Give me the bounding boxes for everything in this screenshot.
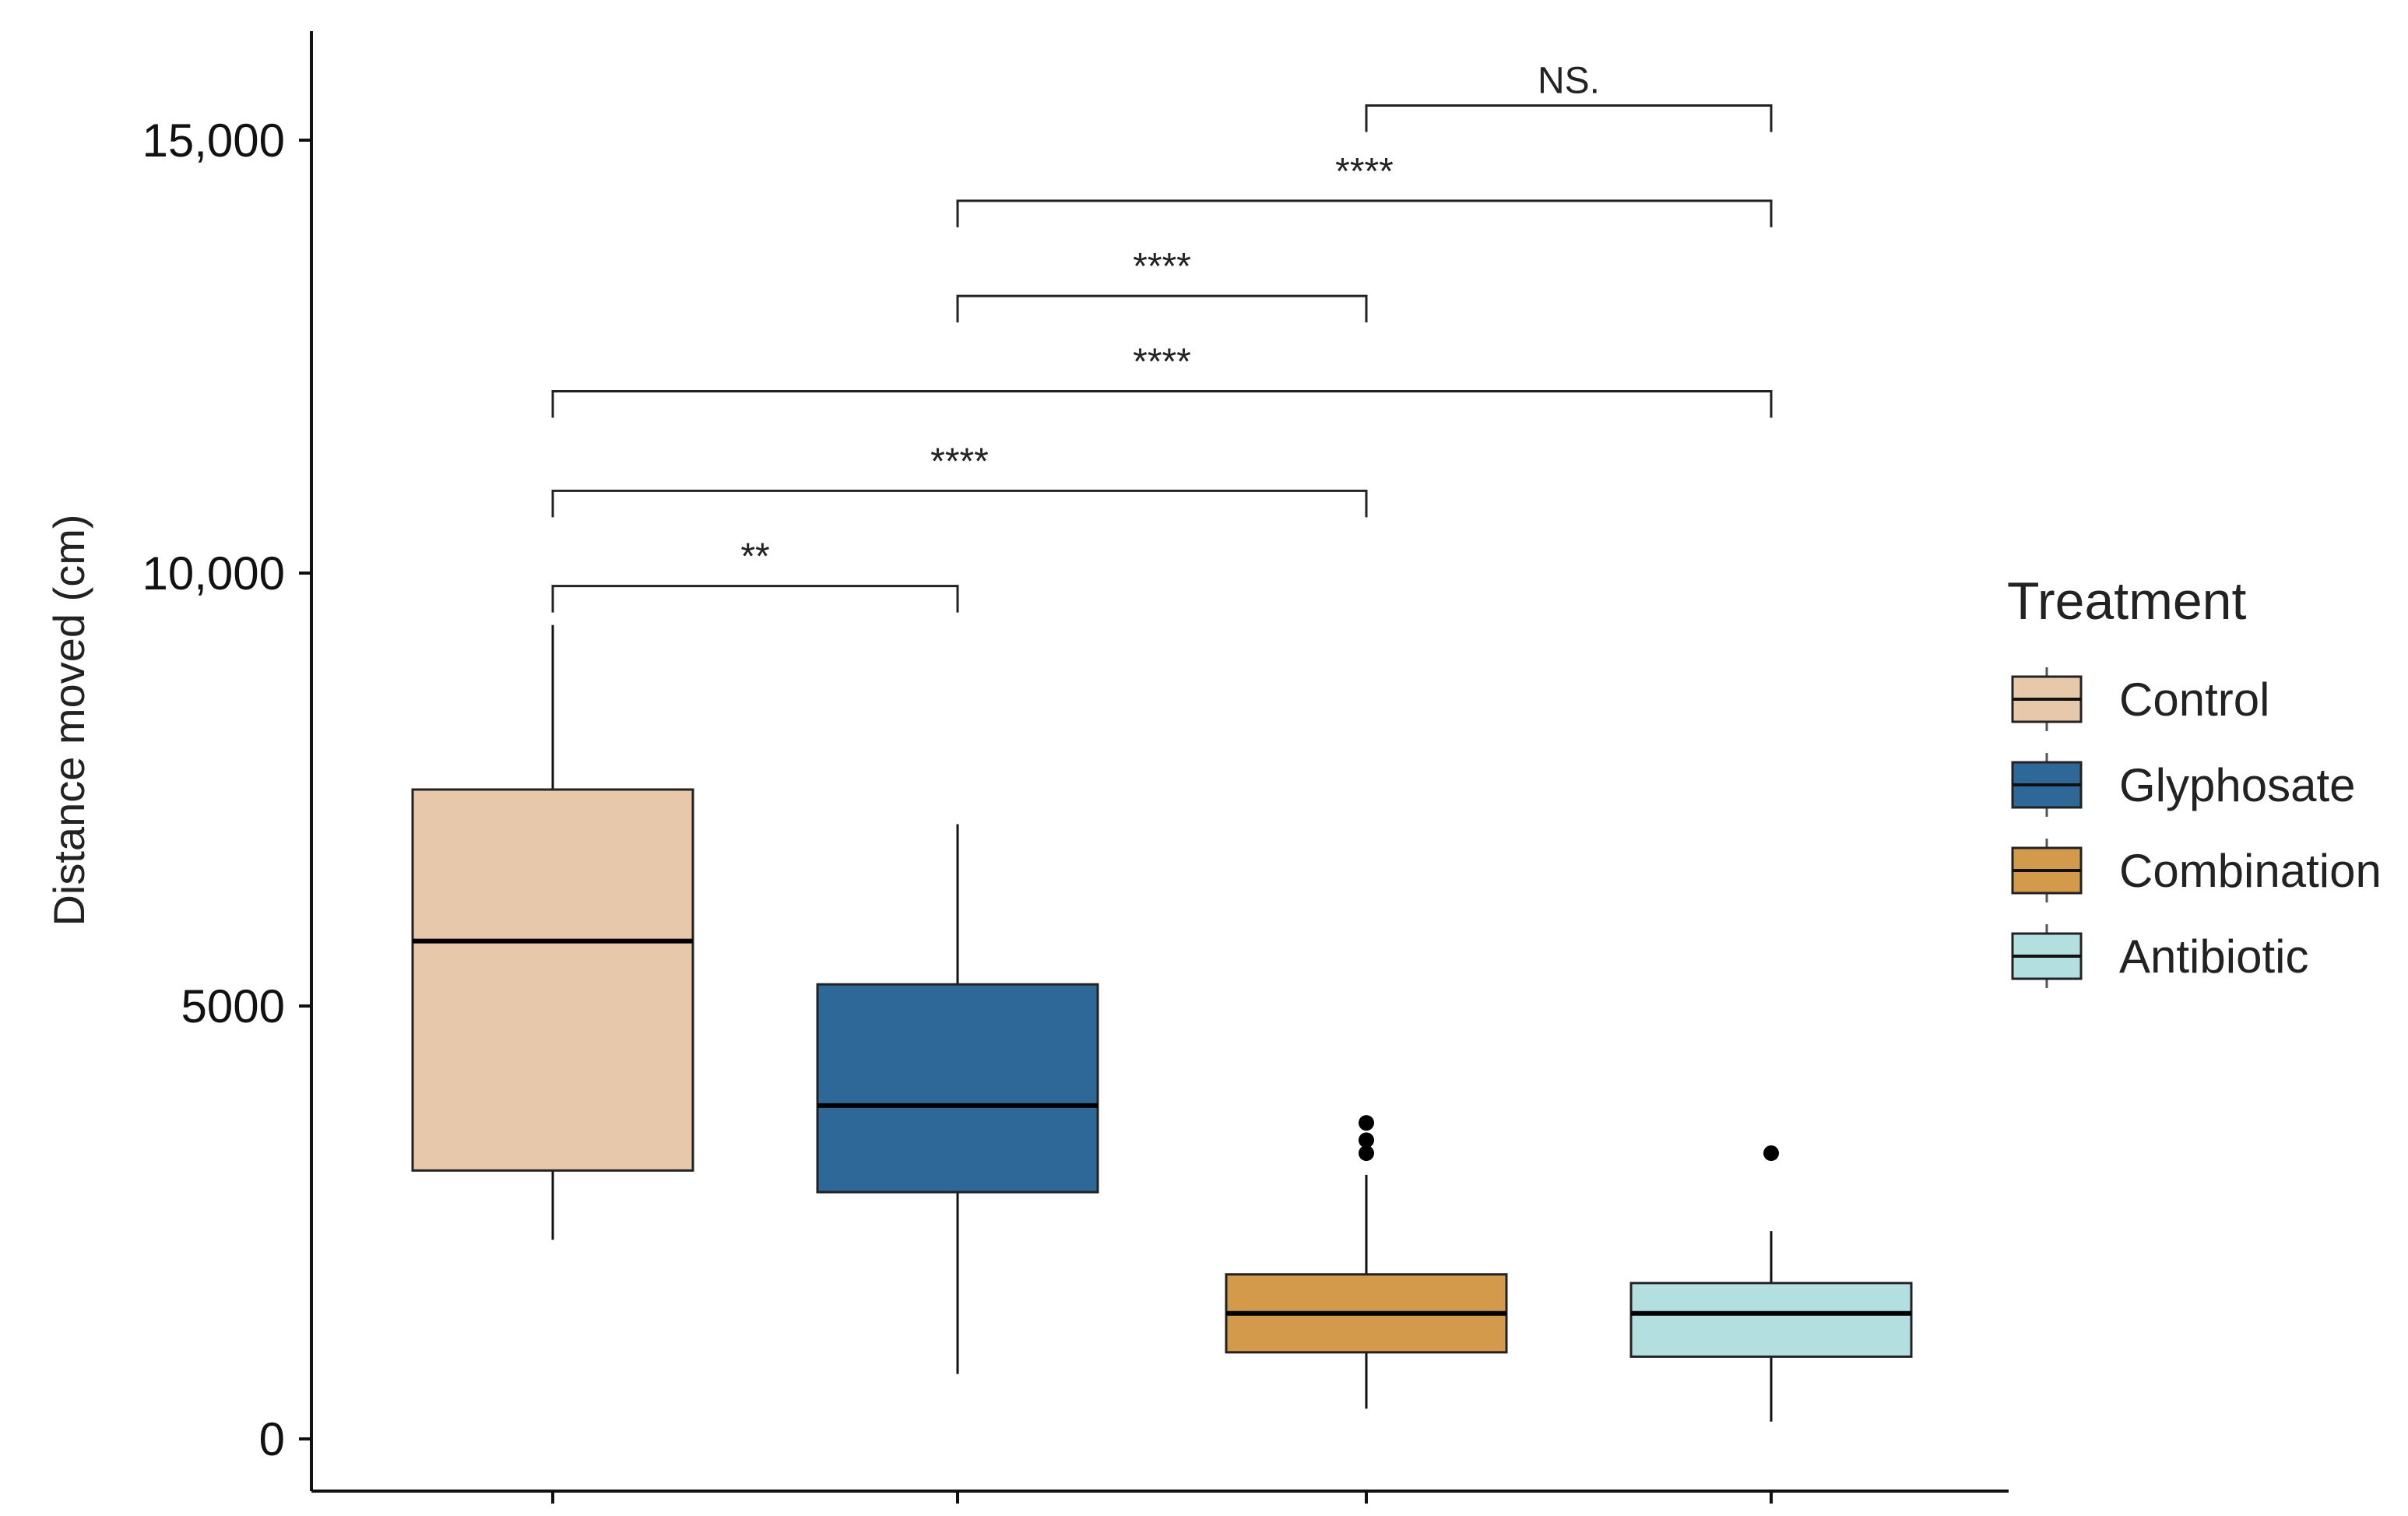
outlier-point [1763,1145,1779,1162]
y-tick-label: 15,000 [142,114,285,167]
legend-title: Treatment [2007,572,2246,631]
significance-label: **** [1335,151,1394,192]
y-tick-label: 10,000 [142,547,285,600]
outlier-point [1359,1115,1374,1131]
legend-label: Control [2119,674,2269,726]
legend: Treatment Control Glyphosate Combination Ant… [2007,572,2382,988]
legend-label: Glyphosate [2119,759,2356,811]
legend-label: Combination [2119,845,2382,897]
box-glyphosate [816,983,1099,1194]
significance-label: ** [740,536,769,578]
outlier-point [1359,1132,1374,1148]
y-axis-title: Distance moved (cm) [44,514,93,926]
y-tick-label: 5000 [181,980,285,1032]
box-antibiotic [1629,1282,1913,1358]
significance-label: NS. [1538,61,1600,102]
significance-layer: ******************NS. [551,61,1773,613]
legend-label: Antibiotic [2119,930,2308,983]
significance-bracket [956,199,1773,227]
significance-label: **** [930,441,989,482]
outlier-point [1359,1145,1374,1162]
box-control [411,788,694,1172]
significance-bracket [1365,104,1773,132]
significance-label: **** [1133,341,1191,382]
significance-bracket [551,389,1773,418]
y-tick-label: 0 [259,1413,285,1465]
significance-bracket [551,489,1368,518]
significance-bracket [551,585,959,613]
boxes-layer [411,624,1913,1422]
axes-layer: 0 5000 10,000 15,000 Distance moved (cm) [44,31,2009,1504]
significance-bracket [956,294,1368,323]
significance-label: **** [1133,246,1191,287]
